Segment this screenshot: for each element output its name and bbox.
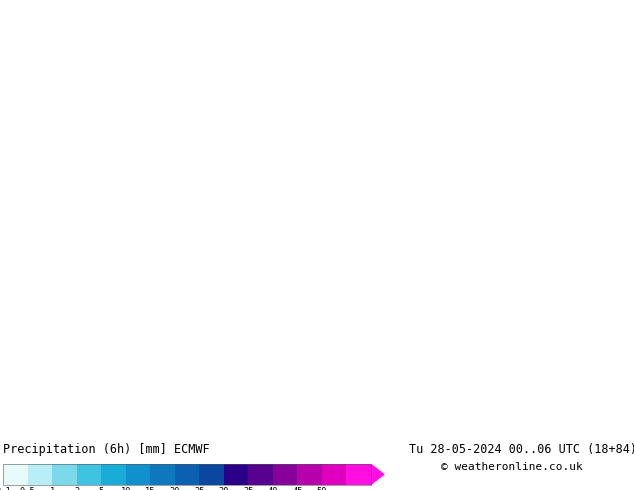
Text: 20: 20 (169, 487, 180, 490)
Bar (77, 464, 101, 485)
Bar (346, 464, 371, 485)
Bar (126, 464, 150, 485)
Bar (273, 464, 297, 485)
Text: 50: 50 (316, 487, 327, 490)
Bar (224, 464, 249, 485)
Text: Precipitation (6h) [mm] ECMWF: Precipitation (6h) [mm] ECMWF (3, 443, 210, 456)
Bar (3, 464, 371, 485)
Text: © weatheronline.co.uk: © weatheronline.co.uk (441, 462, 583, 472)
Bar (322, 464, 346, 485)
Bar (52, 464, 77, 485)
Text: 40: 40 (268, 487, 278, 490)
Text: 35: 35 (243, 487, 254, 490)
Bar (101, 464, 126, 485)
Text: 0.1: 0.1 (0, 487, 11, 490)
Bar (297, 464, 322, 485)
Text: 0.5: 0.5 (20, 487, 36, 490)
Bar (199, 464, 224, 485)
Text: 30: 30 (219, 487, 229, 490)
Text: 5: 5 (99, 487, 104, 490)
Text: 45: 45 (292, 487, 302, 490)
Text: 25: 25 (194, 487, 205, 490)
Polygon shape (371, 464, 385, 485)
Bar (150, 464, 175, 485)
Text: Tu 28-05-2024 00..06 UTC (18+84): Tu 28-05-2024 00..06 UTC (18+84) (409, 443, 634, 456)
Text: 2: 2 (74, 487, 79, 490)
Bar (249, 464, 273, 485)
Text: 15: 15 (145, 487, 155, 490)
Bar (28, 464, 52, 485)
Text: 10: 10 (120, 487, 131, 490)
Bar (3, 464, 28, 485)
Text: 1: 1 (49, 487, 55, 490)
Bar (175, 464, 199, 485)
